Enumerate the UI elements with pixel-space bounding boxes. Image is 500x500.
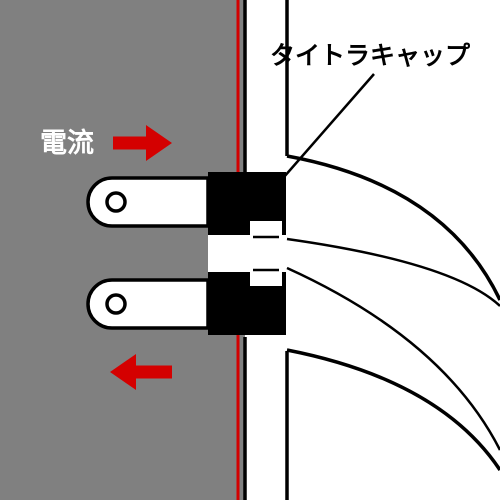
cap-bot-notch — [250, 272, 282, 286]
label-current: 電流 — [40, 128, 94, 158]
label-cap: タイトラキャップ — [270, 42, 471, 70]
cap-top-notch — [250, 221, 282, 235]
cap-center-gap — [208, 235, 286, 272]
